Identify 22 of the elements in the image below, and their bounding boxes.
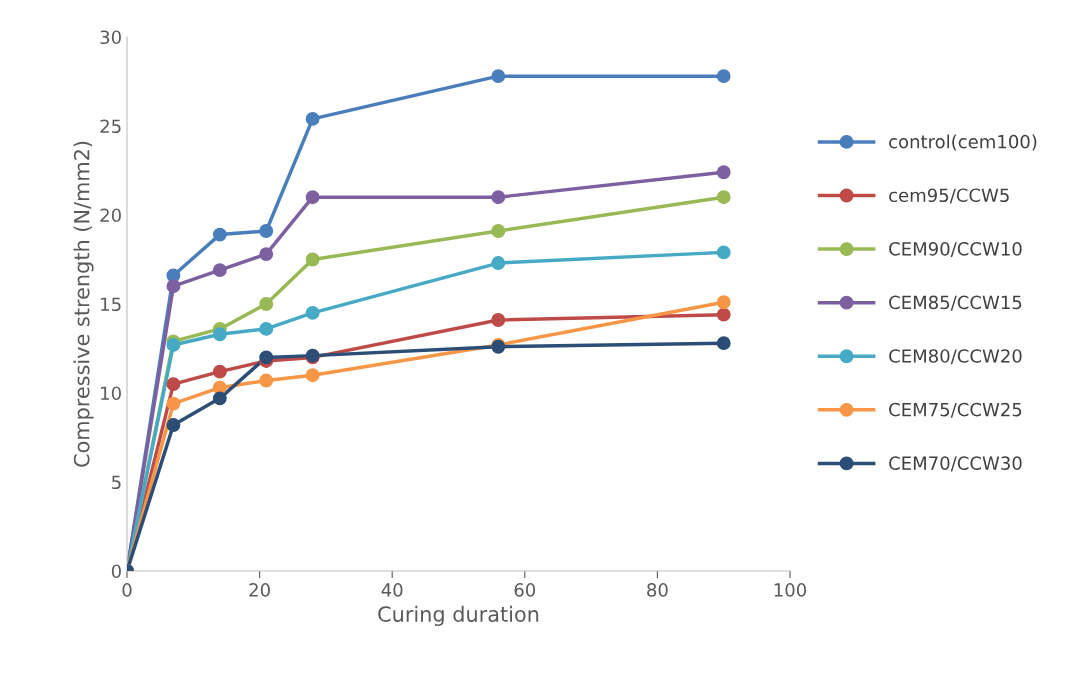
y-tick-label: 30 <box>100 30 121 45</box>
y-axis-title: Compressive strength (N/mm2) <box>73 141 94 467</box>
y-tick-label: 25 <box>100 119 121 134</box>
legend-label: cem95/CCW5 <box>889 188 1009 204</box>
y-tick-label: 15 <box>101 297 121 312</box>
x-axis-title: Curing duration <box>378 605 539 626</box>
y-tick-label: 20 <box>100 208 121 223</box>
legend-label: CEM70/CCW30 <box>889 456 1022 472</box>
legend-label: CEM90/CCW10 <box>889 242 1022 258</box>
y-tick-label: 0 <box>111 564 121 579</box>
y-tick-label: 5 <box>112 475 121 490</box>
x-tick-label: 100 <box>774 583 807 597</box>
y-tick-label: 10 <box>101 386 121 401</box>
x-tick-label: 40 <box>381 583 403 597</box>
x-tick-label: 0 <box>122 583 132 597</box>
x-tick-label: 20 <box>249 583 270 597</box>
legend-label: CEM80/CCW20 <box>889 349 1022 365</box>
x-tick-label: 60 <box>514 583 536 597</box>
x-tick-label: 80 <box>647 583 668 597</box>
legend-label: CEM75/CCW25 <box>889 402 1022 418</box>
legend-label: CEM85/CCW15 <box>889 295 1022 311</box>
legend-label: control(cem100) <box>889 134 1037 151</box>
